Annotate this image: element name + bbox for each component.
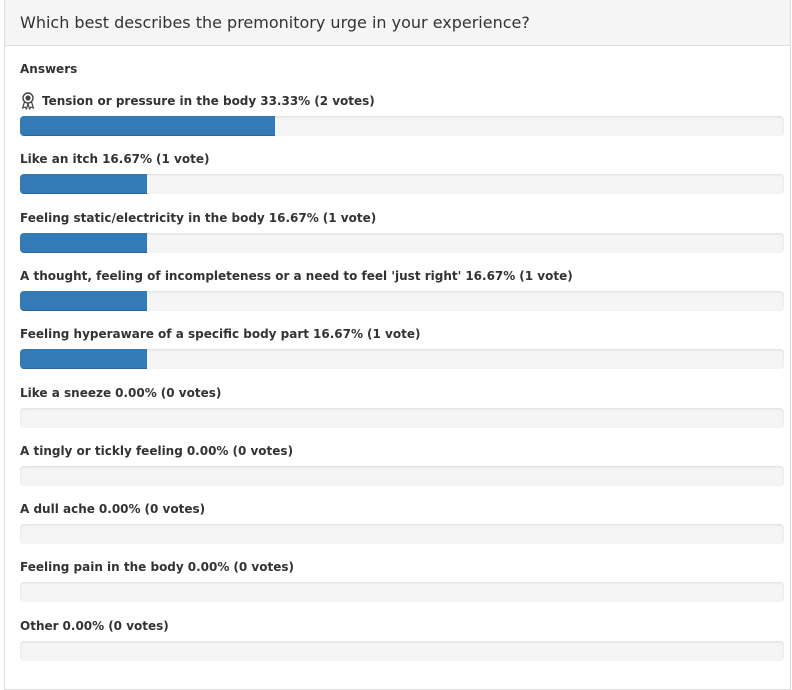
poll-option-votes: (0 votes) bbox=[108, 619, 169, 633]
poll-option-votes: (0 votes) bbox=[160, 386, 222, 400]
poll-option-percent: 0.00% bbox=[62, 619, 105, 633]
poll-option-percent: 0.00% bbox=[187, 560, 230, 574]
poll-option: A tingly or tickly feeling 0.00% (0 votes) bbox=[20, 442, 784, 486]
poll-option-label-row: A tingly or tickly feeling 0.00% (0 votes) bbox=[20, 442, 784, 460]
poll-option-progress-track bbox=[20, 233, 784, 253]
poll-option: Tension or pressure in the body 33.33% (2 … bbox=[20, 92, 784, 136]
poll-option-text: A dull ache bbox=[20, 502, 95, 516]
poll-option: Like a sneeze 0.00% (0 votes) bbox=[20, 384, 784, 428]
poll-option-progress-track bbox=[20, 408, 784, 428]
poll-results-panel: Which best describes the premonitory urg… bbox=[4, 0, 791, 690]
award-ribbon-icon bbox=[21, 92, 35, 110]
poll-option-votes: (1 vote) bbox=[322, 211, 377, 225]
poll-option-progress-track bbox=[20, 641, 784, 661]
poll-option-progress-track bbox=[20, 582, 784, 602]
poll-option-label-row: Feeling static/electricity in the body 16… bbox=[20, 209, 784, 227]
poll-option-label-row: Like a sneeze 0.00% (0 votes) bbox=[20, 384, 784, 402]
poll-option-progress-bar bbox=[20, 116, 275, 136]
poll-option-progress-track bbox=[20, 116, 784, 136]
poll-option-progress-track bbox=[20, 174, 784, 194]
poll-option-text: Like a sneeze bbox=[20, 386, 112, 400]
poll-option-percent: 33.33% bbox=[260, 94, 311, 108]
poll-option-text: Tension or pressure in the body bbox=[42, 94, 257, 108]
panel-heading: Which best describes the premonitory urg… bbox=[5, 0, 790, 46]
poll-option-votes: (1 vote) bbox=[156, 152, 210, 166]
poll-option-label-row: A thought, feeling of incompleteness or … bbox=[20, 267, 784, 285]
poll-option-votes: (0 votes) bbox=[232, 444, 294, 458]
poll-option-label-row: Like an itch 16.67% (1 vote) bbox=[20, 150, 784, 168]
answers-heading: Answers bbox=[20, 62, 78, 76]
poll-option-text: Feeling hyperaware of a specific body pa… bbox=[20, 327, 310, 341]
poll-option-label-row: Tension or pressure in the body 33.33% (2 … bbox=[20, 92, 784, 110]
poll-option: Feeling hyperaware of a specific body pa… bbox=[20, 325, 784, 369]
poll-option-percent: 16.67% bbox=[465, 269, 516, 283]
poll-option-text: A tingly or tickly feeling bbox=[20, 444, 183, 458]
poll-option: Other 0.00% (0 votes) bbox=[20, 617, 784, 661]
poll-question: Which best describes the premonitory urg… bbox=[20, 13, 530, 32]
poll-option-progress-track bbox=[20, 524, 784, 544]
poll-option-text: Other bbox=[20, 619, 59, 633]
poll-option-label-row: Feeling pain in the body 0.00% (0 votes) bbox=[20, 558, 784, 576]
poll-option-text: Feeling pain in the body bbox=[20, 560, 184, 574]
poll-option-votes: (0 votes) bbox=[233, 560, 294, 574]
poll-option-progress-bar bbox=[20, 349, 148, 369]
poll-option-progress-track bbox=[20, 466, 784, 486]
poll-option-votes: (1 vote) bbox=[519, 269, 573, 283]
poll-option-progress-bar bbox=[20, 233, 148, 253]
poll-option-votes: (1 vote) bbox=[367, 327, 421, 341]
poll-option-progress-bar bbox=[20, 291, 148, 311]
poll-option-label-row: Other 0.00% (0 votes) bbox=[20, 617, 784, 635]
poll-option-percent: 0.00% bbox=[98, 502, 141, 516]
poll-option-percent: 16.67% bbox=[268, 211, 319, 225]
poll-option: A dull ache 0.00% (0 votes) bbox=[20, 500, 784, 544]
poll-option-votes: (2 votes) bbox=[314, 94, 375, 108]
poll-option-text: A thought, feeling of incompleteness or … bbox=[20, 269, 462, 283]
poll-option-text: Feeling static/electricity in the body bbox=[20, 211, 265, 225]
poll-option: Feeling static/electricity in the body 16… bbox=[20, 209, 784, 253]
poll-option-percent: 16.67% bbox=[102, 152, 153, 166]
poll-option-label-row: Feeling hyperaware of a specific body pa… bbox=[20, 325, 784, 343]
poll-option-percent: 16.67% bbox=[313, 327, 364, 341]
poll-option-progress-bar bbox=[20, 174, 148, 194]
poll-option: A thought, feeling of incompleteness or … bbox=[20, 267, 784, 311]
poll-option-progress-track bbox=[20, 349, 784, 369]
poll-option-votes: (0 votes) bbox=[144, 502, 206, 516]
poll-option-percent: 0.00% bbox=[115, 386, 157, 400]
poll-option-label-row: A dull ache 0.00% (0 votes) bbox=[20, 500, 784, 518]
poll-option-progress-track bbox=[20, 291, 784, 311]
poll-option: Feeling pain in the body 0.00% (0 votes) bbox=[20, 558, 784, 602]
poll-option-text: Like an itch bbox=[20, 152, 99, 166]
poll-option: Like an itch 16.67% (1 vote) bbox=[20, 150, 784, 194]
poll-option-percent: 0.00% bbox=[186, 444, 229, 458]
